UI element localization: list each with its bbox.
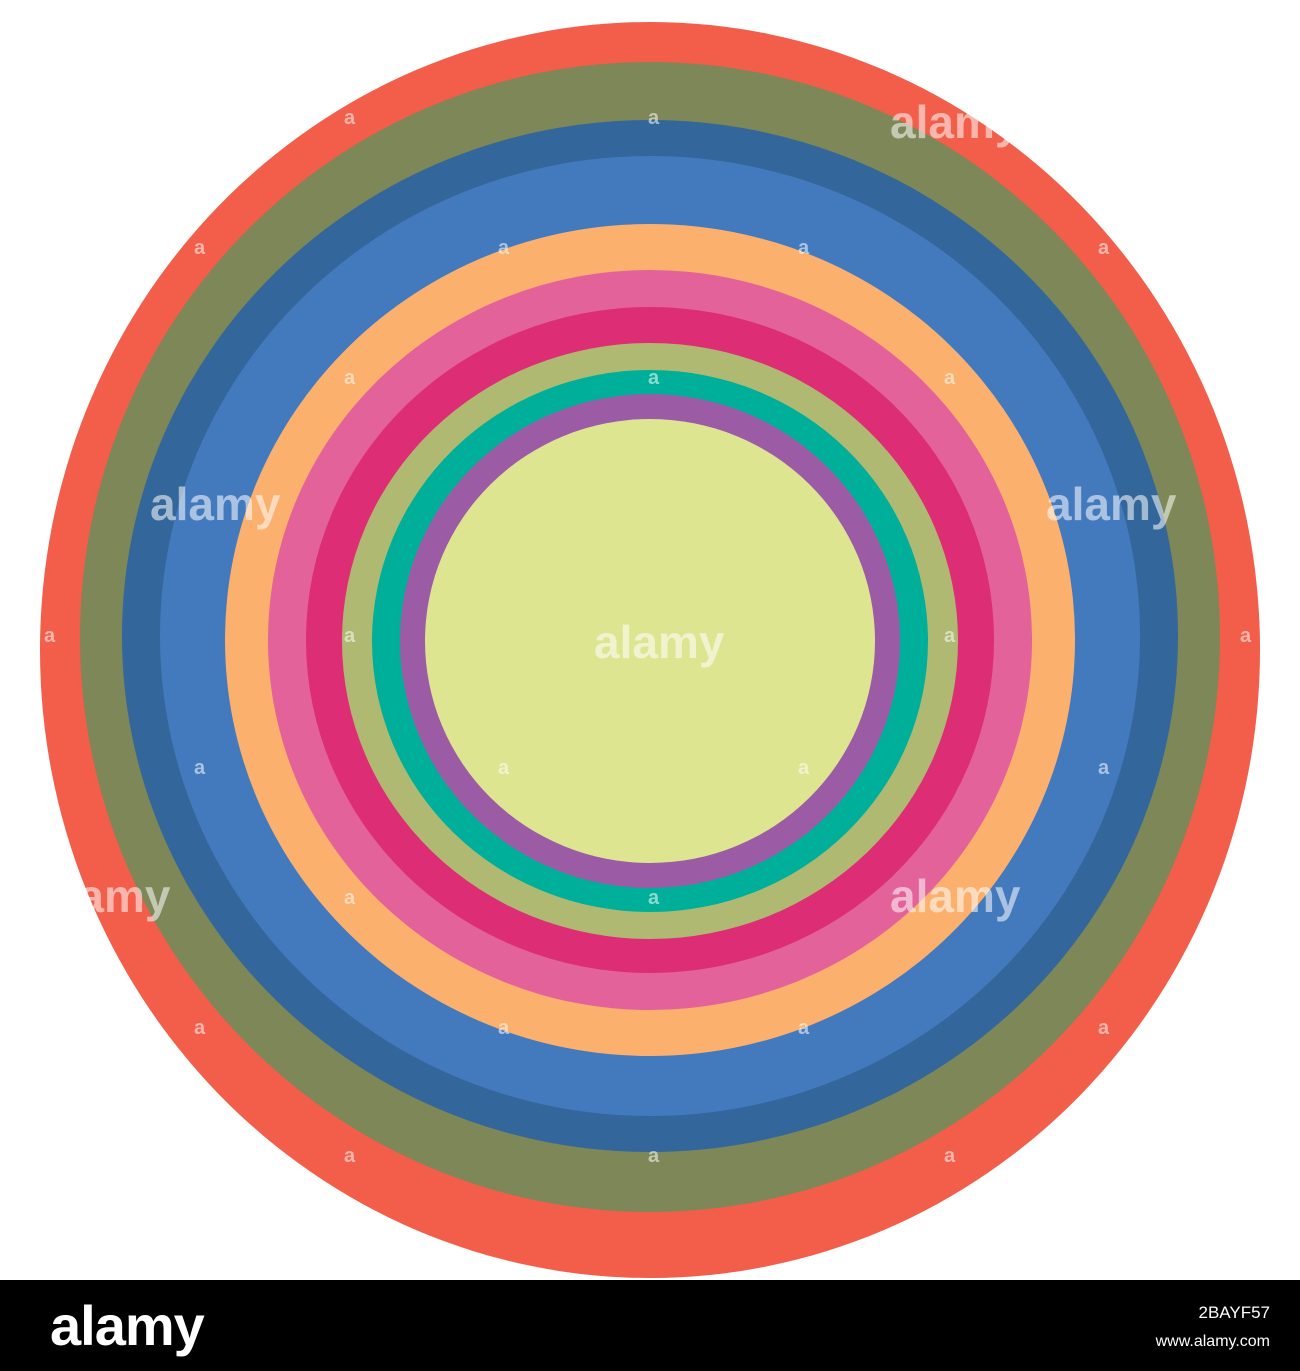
watermark-mark: a (194, 237, 206, 259)
watermark-logo: alamy (594, 616, 725, 668)
watermark-mark: a (498, 237, 510, 259)
watermark-mark: a (798, 757, 810, 779)
ring-11 (425, 419, 875, 863)
watermark-logo: alamy (150, 478, 281, 530)
watermark-logo: alamy (1046, 478, 1177, 530)
watermark-mark: a (498, 757, 510, 779)
image-canvas: alamy alamy alamy alamy alamy alamy a a a a a a a a a a… (40, 22, 1260, 1278)
watermark-mark: a (44, 625, 56, 647)
footer-url[interactable]: www.alamy.com (1155, 1333, 1270, 1350)
watermark-logo: alamy (890, 870, 1021, 922)
watermark-mark: a (344, 107, 356, 129)
footer-logo: alamy (50, 1294, 205, 1357)
watermark-mark: a (944, 1145, 956, 1167)
watermark-mark: a (1240, 625, 1252, 647)
watermark-layer: alamy alamy alamy alamy alamy alamy a a a a a a a a a a… (40, 96, 1252, 1167)
watermark-logo: alamy (40, 870, 171, 922)
watermark-mark: a (944, 367, 956, 389)
watermark-mark: a (1098, 237, 1110, 259)
watermark-mark: a (798, 1017, 810, 1039)
watermark-mark: a (1240, 367, 1252, 389)
watermark-mark: a (648, 887, 660, 909)
watermark-mark: a (344, 625, 356, 647)
watermark-mark: a (648, 367, 660, 389)
watermark-mark: a (194, 1017, 206, 1039)
watermark-mark: a (1098, 757, 1110, 779)
image-id-label: 2BAYF57 (1198, 1303, 1270, 1322)
watermark-mark: a (344, 367, 356, 389)
watermark-mark: a (498, 1017, 510, 1039)
watermark-logo: alamy (890, 96, 1021, 148)
watermark-mark: a (648, 107, 660, 129)
rings-group (40, 22, 1260, 1278)
watermark-mark: a (648, 1145, 660, 1167)
footer-bar: alamy 2BAYF57 www.alamy.com (0, 1280, 1300, 1371)
watermark-mark: a (944, 625, 956, 647)
watermark-mark: a (344, 887, 356, 909)
concentric-rings-graphic: alamy alamy alamy alamy alamy alamy a a a a a a a a a a… (40, 22, 1260, 1278)
watermark-mark: a (194, 757, 206, 779)
watermark-mark: a (1098, 1017, 1110, 1039)
watermark-mark: a (344, 1145, 356, 1167)
watermark-mark: a (798, 237, 810, 259)
